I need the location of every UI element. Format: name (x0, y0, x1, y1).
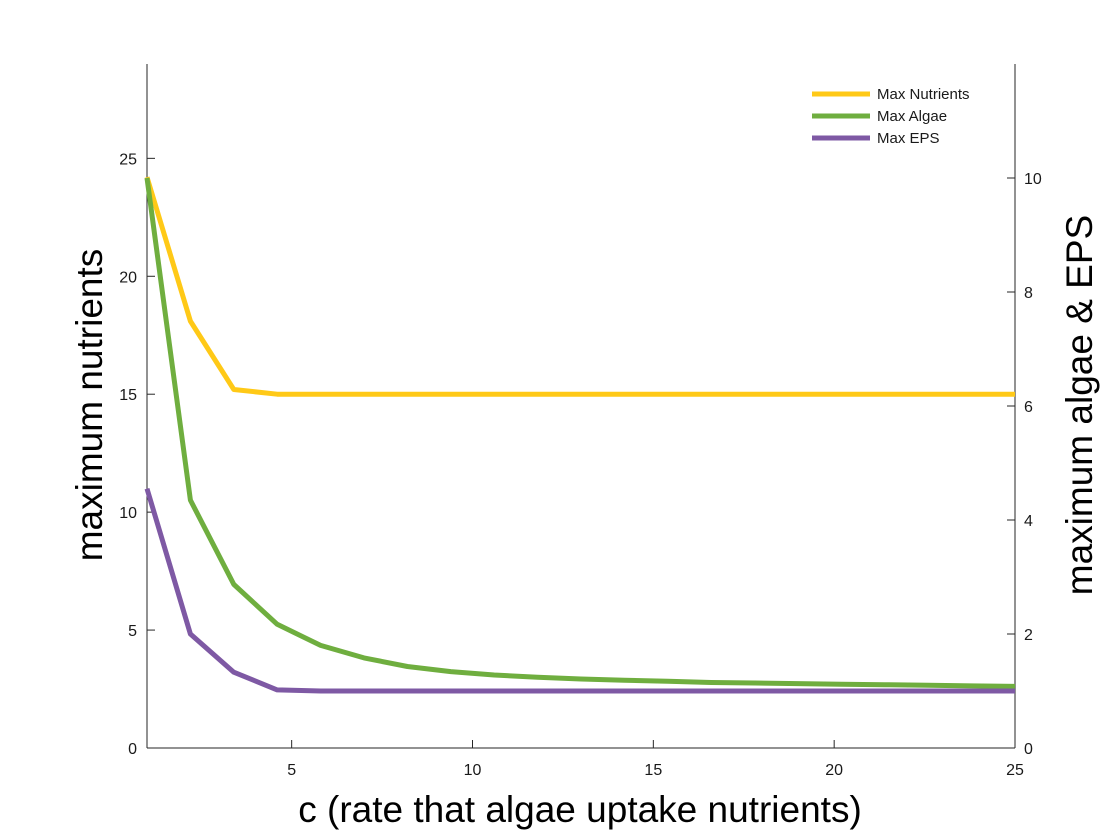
y-right-tick-label: 0 (1024, 741, 1033, 758)
legend-label-max-nutrients: Max Nutrients (877, 86, 970, 103)
y-left-tick-label: 15 (119, 387, 137, 404)
x-tick-label: 20 (825, 762, 843, 779)
legend-label-max-eps: Max EPS (877, 130, 940, 147)
legend: Max Nutrients Max Algae Max EPS (812, 86, 970, 147)
y-left-tick-label: 5 (128, 623, 137, 640)
x-tick-label: 25 (1006, 762, 1024, 779)
y-right-tick-label: 10 (1024, 171, 1042, 188)
y-left-tick-label: 20 (119, 269, 137, 286)
x-tick-label: 15 (644, 762, 662, 779)
y-left-tick-label: 10 (119, 505, 137, 522)
series-line-max-eps (144, 487, 1015, 694)
y-right-tick-label: 6 (1024, 399, 1033, 416)
series-lines (144, 176, 1016, 694)
x-tick-label: 5 (287, 762, 296, 779)
y-right-tick-label: 2 (1024, 627, 1033, 644)
series-line-max-nutrients (144, 176, 1015, 397)
y-axis-left-title: maximum nutrients (69, 249, 110, 562)
y-axis-right-title: maximum algae & EPS (1059, 215, 1100, 595)
y-right-tick-label: 8 (1024, 285, 1033, 302)
x-axis-title: c (rate that algae uptake nutrients) (298, 789, 862, 830)
y-left-tick-label: 25 (119, 151, 137, 168)
y-right-tick-label: 4 (1024, 513, 1033, 530)
x-tick-label: 10 (464, 762, 482, 779)
y-left-tick-label: 0 (128, 741, 137, 758)
series-line-max-algae (144, 177, 1016, 689)
legend-label-max-algae: Max Algae (877, 108, 947, 125)
